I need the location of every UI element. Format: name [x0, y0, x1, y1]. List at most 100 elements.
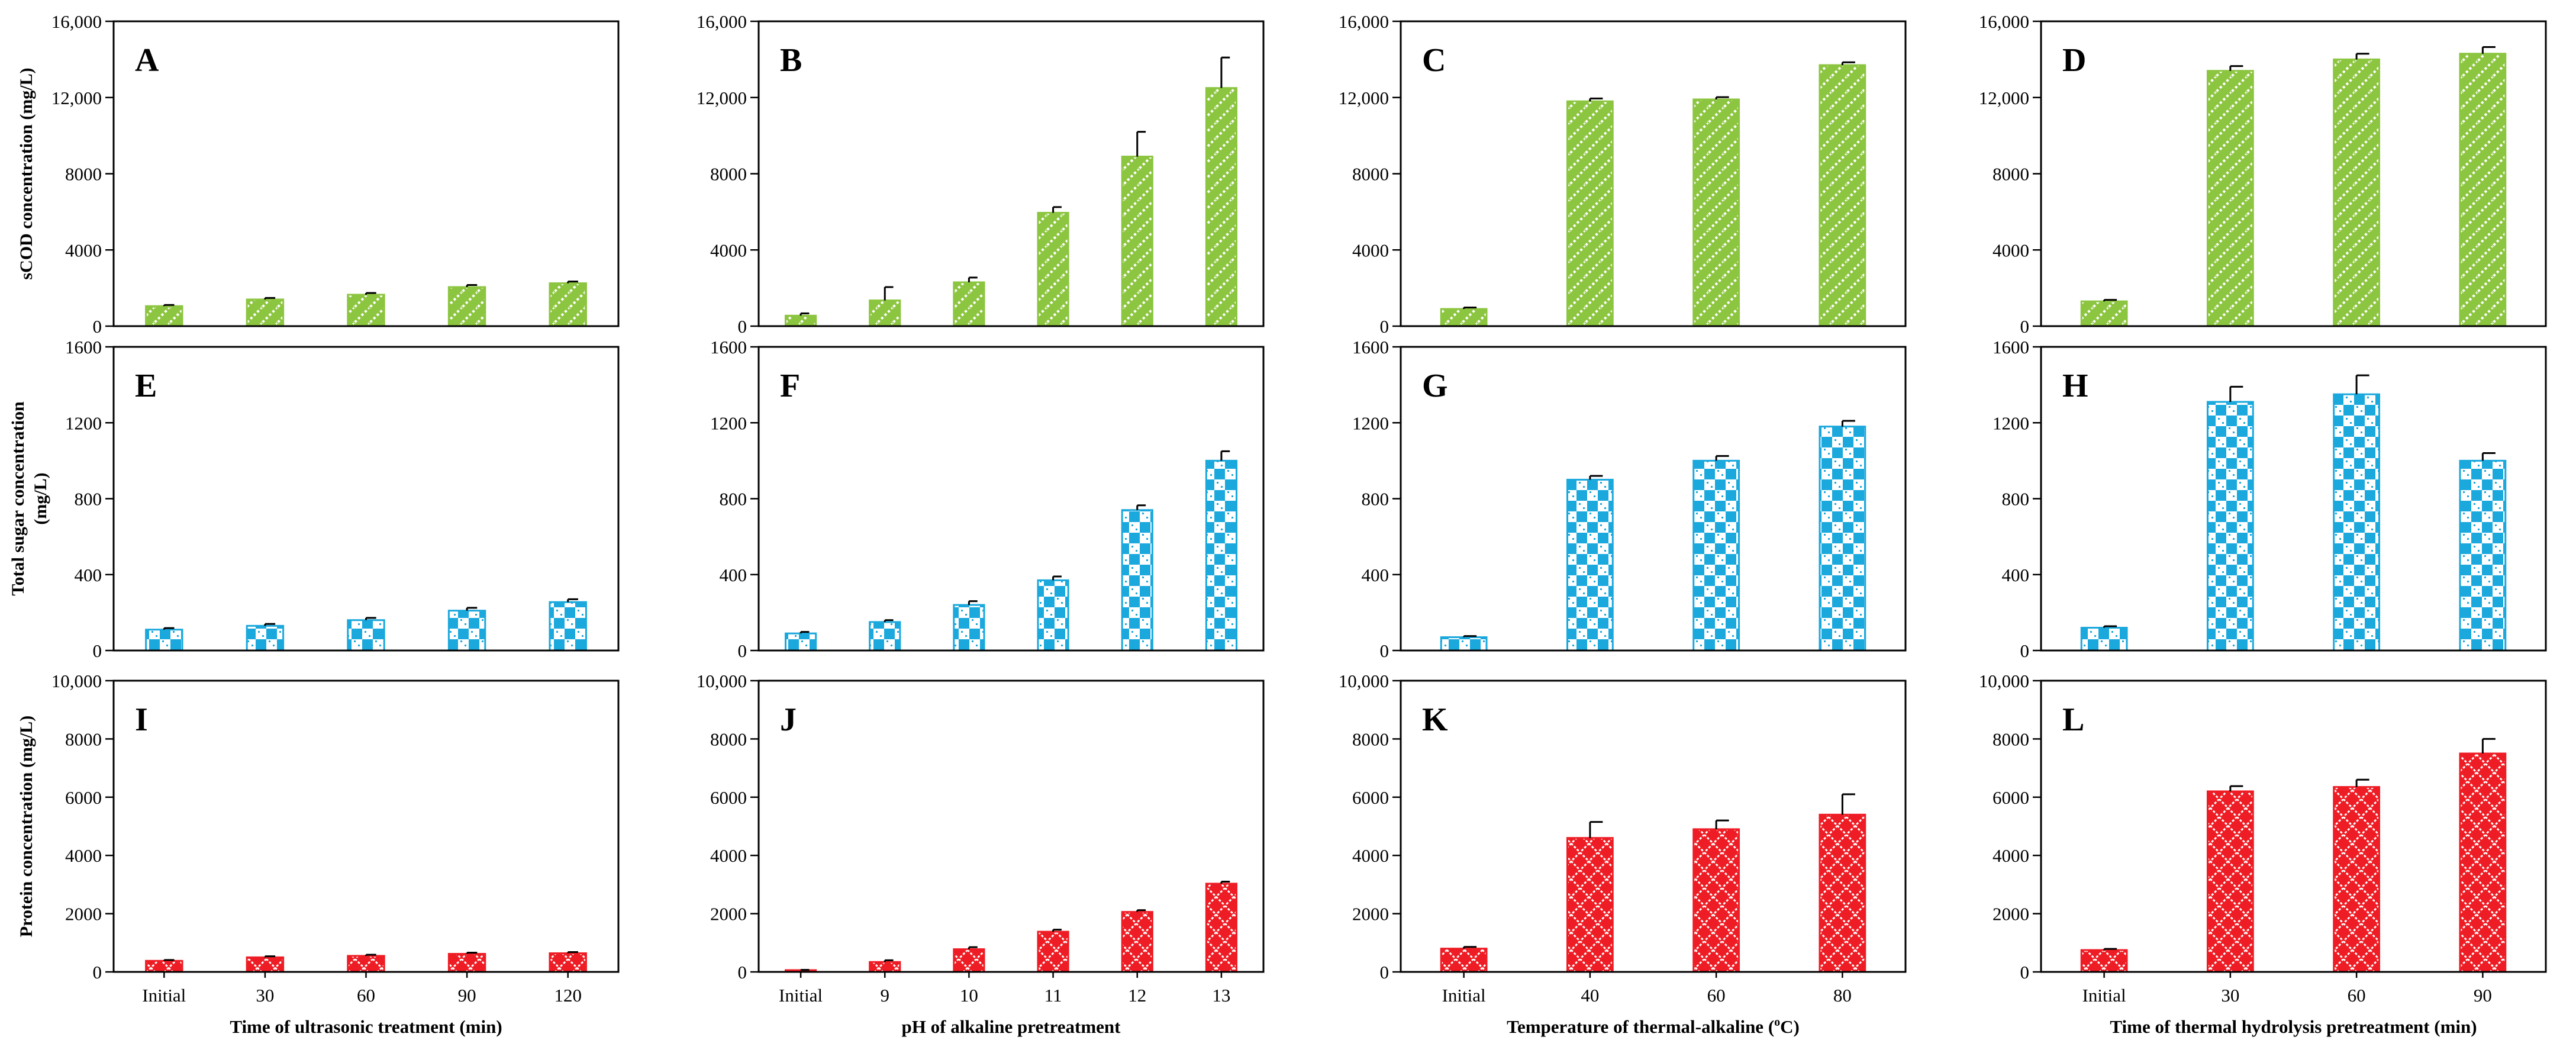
y-tick-label: 4000 [65, 240, 102, 260]
plot-frame [2040, 680, 2547, 973]
y-tick-label: 400 [2002, 565, 2030, 585]
plot-frame [112, 680, 620, 973]
x-tick-label: 80 [1833, 985, 1852, 1006]
y-tick-label: 16,000 [1979, 11, 2029, 32]
y-tick-label: 1600 [1352, 337, 1389, 358]
bar [2333, 393, 2381, 652]
y-tick-label: 2000 [1352, 904, 1389, 925]
y-tick-label: 8000 [710, 164, 747, 185]
y-tick-label: 4000 [1352, 240, 1389, 260]
y-tick-label: 0 [1380, 316, 1389, 337]
y-tick-label: 0 [93, 316, 102, 337]
y-tick-label: 0 [93, 962, 102, 983]
panel-h: 0 400 800 1200 1600 H [1993, 337, 2547, 661]
bar [2333, 58, 2381, 327]
bar [145, 959, 183, 973]
bar [2333, 786, 2381, 973]
y-tick-label: 8000 [1352, 729, 1389, 749]
bar [2459, 459, 2507, 652]
bar [869, 300, 901, 327]
bar [2459, 752, 2507, 973]
bar [953, 281, 985, 327]
bar [549, 601, 587, 652]
y-tick-label: 1600 [65, 337, 102, 358]
y-tick-label: 400 [1362, 565, 1389, 585]
bar [1692, 98, 1740, 327]
plot-frame [1400, 680, 1907, 973]
y-tick-label: 1200 [65, 413, 102, 433]
y-tick-label: 800 [2002, 489, 2030, 510]
bar [953, 948, 985, 973]
y-tick-label: 2000 [1993, 904, 2029, 925]
bar [1692, 828, 1740, 973]
panel-label: H [2062, 368, 2088, 404]
y-tick-label: 0 [2020, 962, 2030, 983]
panel-label: L [2062, 701, 2084, 738]
x-tick-label: 13 [1212, 985, 1230, 1006]
y-tick-label: 4000 [710, 845, 747, 866]
y-tick-label: 16,000 [697, 11, 747, 32]
bar [2206, 70, 2254, 327]
panel-label: J [780, 701, 797, 738]
y-tick-label: 4000 [1993, 240, 2029, 260]
bar [1121, 911, 1153, 973]
y-tick-label: 8000 [710, 729, 747, 749]
y-tick-label: 6000 [1352, 787, 1389, 808]
bar [2080, 627, 2128, 652]
bar [1566, 837, 1614, 973]
panel-label: B [780, 42, 802, 79]
y-tick-label: 4000 [1993, 845, 2029, 866]
y-tick-label: 10,000 [697, 671, 747, 691]
plot-frame [1400, 346, 1907, 652]
panel-label: F [780, 368, 800, 404]
panel-i: 0 2000 4000 6000 8000 10,000 Initial 30 60 90 120 I… [17, 671, 620, 1037]
x-tick-label: Initial [779, 985, 823, 1006]
x-tick-label: 9 [881, 985, 890, 1006]
bar [1205, 883, 1238, 973]
bar [1819, 813, 1866, 973]
panel-c: 0 4000 8000 12,000 16,000 C [1339, 11, 1907, 337]
bar [1037, 579, 1069, 652]
y-tick-label: 16,000 [1339, 11, 1389, 32]
bar [1440, 636, 1488, 652]
x-tick-label: 30 [2221, 985, 2239, 1006]
bar [145, 629, 183, 652]
x-tick-label: 12 [1128, 985, 1146, 1006]
bar [784, 632, 817, 652]
bar [1205, 87, 1238, 327]
bar [1037, 930, 1069, 973]
y-tick-label: 1200 [1352, 413, 1389, 433]
y-tick-label: 400 [720, 565, 747, 585]
x-tick-label: 60 [2348, 985, 2366, 1006]
y-tick-label: 4000 [65, 845, 102, 866]
bar [447, 952, 486, 973]
bar [2080, 949, 2128, 973]
y-tick-label: 2000 [65, 904, 102, 925]
y-axis-title: Total sugar concentration (mg/L) [8, 401, 50, 596]
y-tick-label: 0 [738, 962, 747, 983]
plot-frame [112, 346, 620, 652]
panel-label: A [135, 42, 159, 79]
bar [2459, 53, 2507, 327]
panel-label: D [2062, 42, 2086, 79]
x-tick-label: Initial [2082, 985, 2126, 1006]
x-tick-label: 120 [554, 985, 582, 1006]
panel-b: 0 4000 8000 12,000 16,000 B [697, 11, 1265, 337]
y-tick-label: 800 [720, 489, 747, 510]
y-tick-label: 1200 [1993, 413, 2029, 433]
y-tick-label: 10,000 [51, 671, 102, 691]
plot-frame [1400, 20, 1907, 327]
bar [549, 282, 587, 327]
bar [246, 624, 285, 652]
y-tick-label: 4000 [710, 240, 747, 260]
y-tick-label: 400 [75, 565, 102, 585]
bar [1566, 100, 1614, 327]
panel-l: 0 2000 4000 6000 8000 10,000 Initial 30 60 90 L Tim… [1979, 671, 2547, 1037]
bar [347, 619, 385, 652]
panel-d: 0 4000 8000 12,000 16,000 D [1979, 11, 2547, 337]
y-tick-label: 12,000 [1979, 88, 2029, 108]
panel-k: 0 2000 4000 6000 8000 10,000 Initial 40 60 80 K Tem… [1339, 671, 1907, 1037]
y-tick-label: 0 [738, 316, 747, 337]
